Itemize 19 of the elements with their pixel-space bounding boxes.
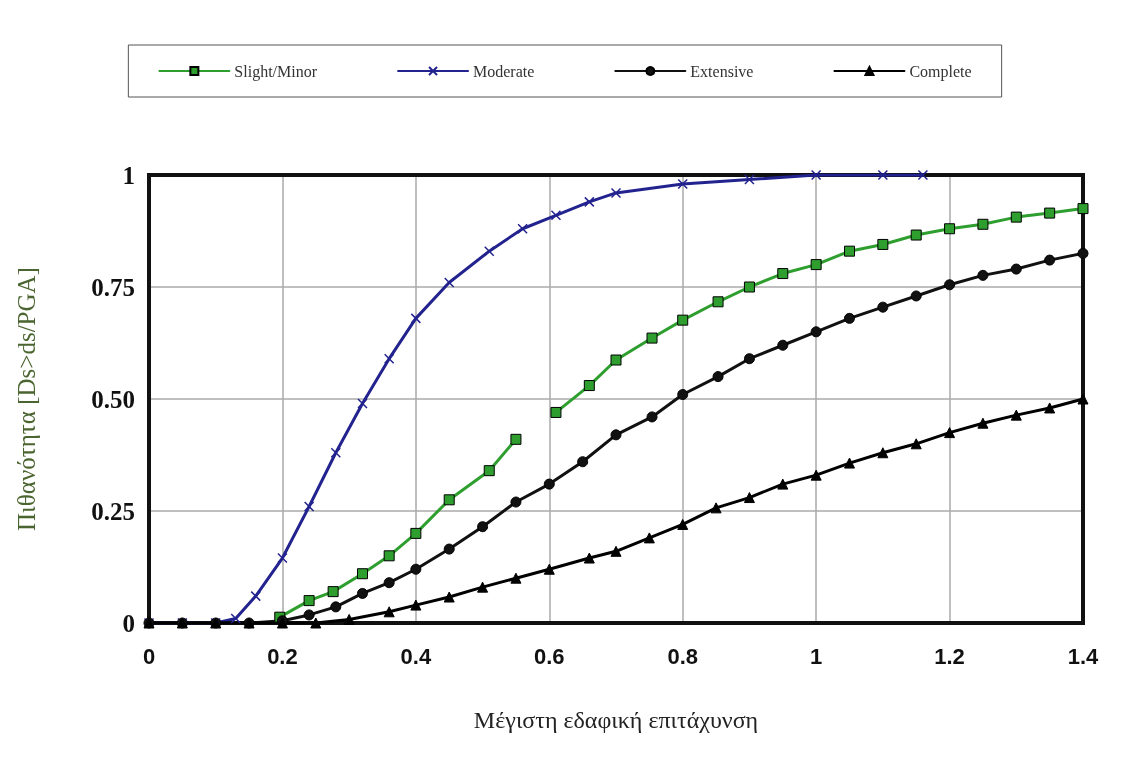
x-tick-label: 0.8 [667, 643, 699, 669]
x-tick-label: 0.6 [533, 643, 565, 669]
legend-label: Slight/Minor [234, 62, 318, 81]
legend-label: Moderate [473, 62, 535, 80]
x-tick-label: 1 [810, 643, 823, 669]
y-tick-label: 0.25 [91, 497, 135, 525]
y-tick-label: 0.75 [91, 273, 135, 301]
legend-label: Extensive [690, 62, 754, 80]
x-axis-title: Μέγιστη εδαφική επιτάχυνση [473, 707, 759, 733]
x-tick-label: 0 [142, 643, 156, 669]
x-tick-label: 0.4 [400, 643, 432, 669]
y-tick-label: 0 [122, 609, 135, 637]
legend-label: Complete [909, 62, 972, 81]
x-tick-label: 0.2 [267, 643, 298, 669]
y-axis-title: Πιθανότητα [Ds>ds/PGA] [13, 267, 40, 531]
x-tick-label: 1.2 [934, 643, 965, 669]
x-tick-label: 1.4 [1067, 643, 1100, 669]
y-tick-label: 0.50 [91, 385, 135, 413]
y-tick-label: 1 [122, 161, 135, 189]
